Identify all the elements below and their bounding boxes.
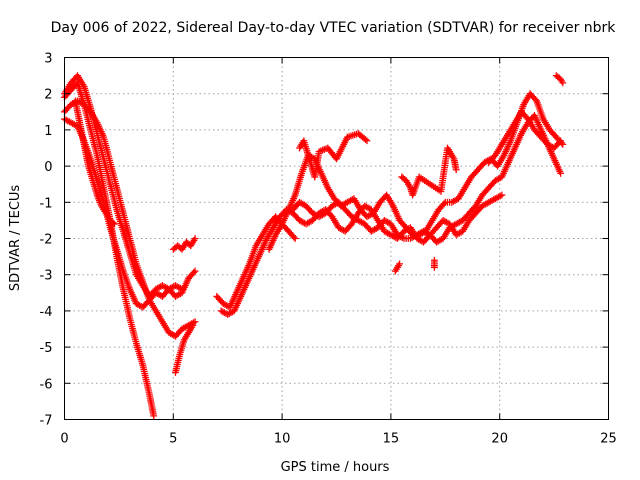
- series-track-j: [485, 108, 565, 166]
- axis-ticks: 0 5 10 15 20 25 -7 -6 -5 -4 -3 -2 -1 0 1 2 3: [40, 52, 617, 447]
- series-fragment-2: [172, 321, 197, 376]
- data-point: [291, 235, 299, 242]
- data-point: [111, 220, 118, 228]
- data-point: [557, 169, 565, 177]
- series-track-d: [61, 115, 186, 311]
- y-tick-label: -3: [40, 269, 53, 284]
- data-point: [557, 137, 565, 145]
- data-point: [362, 136, 369, 143]
- y-tick-label: -6: [40, 377, 53, 392]
- series-fragment-4: [431, 256, 438, 271]
- data-point: [363, 137, 371, 145]
- y-tick-label: -1: [40, 196, 53, 211]
- series-fragment-5: [552, 72, 567, 87]
- x-tick-label: 15: [383, 432, 400, 447]
- series-fragment-3: [391, 260, 404, 275]
- x-tick-label: 20: [491, 432, 508, 447]
- x-tick-label: 25: [600, 432, 617, 447]
- y-axis-label: SDTVAR / TECUs: [8, 185, 23, 292]
- data-point: [189, 321, 197, 329]
- data-point: [559, 140, 567, 148]
- y-tick-label: 1: [44, 124, 52, 139]
- y-tick-label: -7: [40, 414, 53, 429]
- series-track-g: [213, 213, 299, 311]
- data-point: [178, 285, 186, 293]
- x-axis-label: GPS time / hours: [281, 460, 390, 475]
- series-fragment-1: [169, 235, 199, 253]
- y-tick-label: -5: [40, 341, 53, 356]
- data-point: [190, 269, 198, 276]
- data-point: [109, 219, 117, 227]
- data-point: [559, 79, 567, 87]
- chart-title: Day 006 of 2022, Sidereal Day-to-day VTE…: [51, 20, 617, 36]
- y-tick-label: -2: [40, 233, 53, 248]
- series-track-c: [61, 97, 199, 340]
- y-tick-label: 2: [44, 88, 52, 103]
- data-point: [191, 267, 199, 275]
- y-tick-label: 3: [44, 52, 52, 67]
- data-point: [431, 256, 438, 264]
- data-point: [555, 138, 563, 146]
- y-tick-label: 0: [44, 160, 52, 175]
- data-point: [440, 200, 448, 208]
- series-track-e: [71, 97, 118, 228]
- data-point: [191, 235, 199, 242]
- data-point: [498, 191, 506, 199]
- data-point: [290, 233, 298, 241]
- data-point: [452, 166, 460, 174]
- x-tick-label: 5: [169, 432, 177, 447]
- series-track-h: [265, 90, 567, 253]
- data-point: [531, 96, 539, 103]
- series-spikes-1: [296, 130, 371, 181]
- x-tick-label: 0: [60, 432, 68, 447]
- data-points: [61, 72, 567, 420]
- data-point: [191, 318, 199, 326]
- data-point: [150, 412, 158, 420]
- y-tick-label: -4: [40, 305, 53, 320]
- data-point: [396, 260, 404, 268]
- series-spikes-2: [398, 144, 460, 199]
- x-tick-label: 10: [274, 432, 291, 447]
